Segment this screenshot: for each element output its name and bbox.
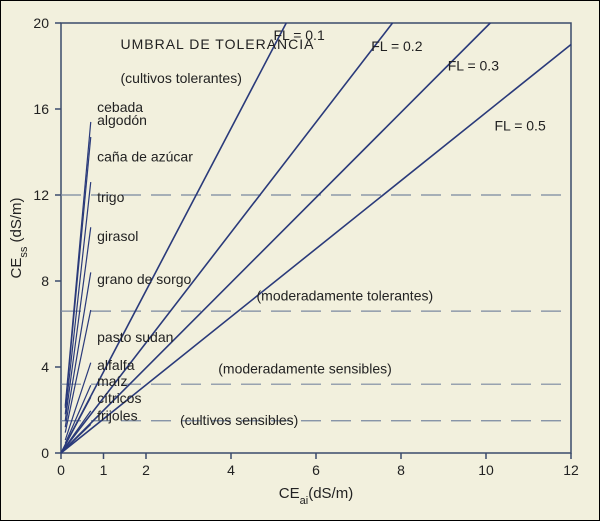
crop-label: trigo	[97, 189, 124, 205]
crop-line	[65, 137, 91, 408]
y-tick-label: 12	[33, 187, 49, 203]
x-tick-label: 4	[227, 462, 235, 478]
fl-line	[61, 23, 286, 453]
crop-line	[65, 227, 91, 421]
x-tick-label: 6	[312, 462, 320, 478]
crop-label: caña de azúcar	[97, 148, 193, 164]
fl-label: FL = 0.3	[448, 57, 499, 73]
crop-label: maíz	[97, 373, 127, 389]
crop-label: frijoles	[97, 407, 137, 423]
crop-label: alfalfa	[97, 357, 135, 373]
crop-label: cítricos	[97, 390, 141, 406]
chart-container: 0246810121048121620FL = 0.1FL = 0.2FL = …	[0, 0, 600, 521]
chart-svg: 0246810121048121620FL = 0.1FL = 0.2FL = …	[1, 1, 600, 522]
x-tick-label: 1	[100, 462, 108, 478]
x-tick-label: 0	[57, 462, 65, 478]
x-axis-title: CEai(dS/m)	[279, 485, 353, 507]
band-label-sensitive: (cultivos sensibles)	[180, 412, 298, 428]
y-tick-label: 16	[33, 101, 49, 117]
y-tick-label: 0	[41, 445, 49, 461]
fl-label: FL = 0.5	[495, 118, 546, 134]
y-tick-label: 8	[41, 273, 49, 289]
band-label-mod-tolerant: (moderadamente tolerantes)	[257, 287, 434, 303]
fl-label: FL = 0.2	[371, 38, 422, 54]
crop-label: pasto sudan	[97, 329, 173, 345]
x-tick-label: 12	[563, 462, 579, 478]
band-label-tolerant: (cultivos tolerantes)	[121, 70, 242, 86]
y-tick-label: 20	[33, 15, 49, 31]
x-tick-label: 8	[397, 462, 405, 478]
x-tick-label: 10	[478, 462, 494, 478]
band-label-mod-sensitive: (moderadamente sensibles)	[218, 360, 392, 376]
crop-label: grano de sorgo	[97, 271, 191, 287]
y-axis-title: CEss (dS/m)	[8, 197, 30, 278]
y-tick-label: 4	[41, 359, 49, 375]
x-tick-label: 2	[142, 462, 150, 478]
crop-label: girasol	[97, 228, 138, 244]
chart-title: UMBRAL DE TOLERANCIA	[121, 36, 315, 52]
crop-label: algodón	[97, 112, 147, 128]
